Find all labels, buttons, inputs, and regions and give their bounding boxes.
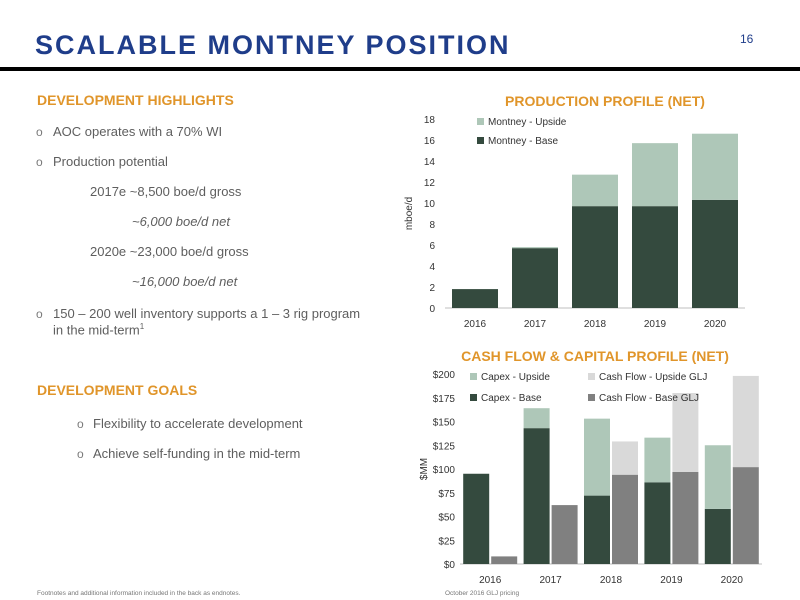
y-tick-label: $150: [433, 418, 456, 429]
bar-cash-flow-base-glj-2019: [672, 471, 699, 564]
bar-montney-upside-2017: [512, 247, 558, 249]
y-tick-label: $200: [433, 370, 456, 381]
legend-swatch-capex-base: [470, 394, 477, 401]
y-axis-label: mboe/d: [404, 197, 415, 230]
pricing-note: October 2016 GLJ pricing: [445, 590, 520, 597]
bar-cash-flow-base-glj-2020: [732, 467, 759, 564]
bar-capex-base-2018: [584, 495, 610, 564]
bar-capex-upside-2019: [644, 437, 671, 483]
page-number: 16: [740, 32, 754, 46]
development-goals-heading: DEVELOPMENT GOALS: [37, 382, 198, 398]
y-tick-label: $50: [438, 513, 455, 524]
x-tick-label: 2018: [584, 319, 607, 330]
y-tick-label: 16: [424, 136, 436, 147]
inventory-text: 150 – 200 well inventory supports a 1 – …: [53, 306, 361, 321]
x-tick-label: 2020: [721, 575, 744, 586]
x-tick-label: 2017: [524, 319, 547, 330]
x-tick-label: 2016: [479, 575, 502, 586]
bar-capex-base-2017: [523, 428, 550, 564]
forecast-2017-net: ~6,000 boe/d net: [132, 214, 230, 229]
production-profile-chart: PRODUCTION PROFILE (NET) 0 2 4 6 8 10 12 14 16 18 m…: [404, 93, 745, 330]
y-tick-label: 10: [424, 199, 436, 210]
y-tick-label: $100: [433, 465, 456, 476]
forecast-2020-gross: 2020e ~23,000 boe/d gross: [90, 244, 249, 259]
x-tick-label: 2016: [464, 319, 487, 330]
bullet-icon: o: [77, 417, 84, 431]
y-tick-label: 14: [424, 157, 436, 168]
bar-capex-base-2019: [644, 482, 671, 564]
x-tick-label: 2017: [539, 575, 562, 586]
chart-title: CASH FLOW & CAPITAL PROFILE (NET): [461, 348, 729, 364]
bar-montney-upside-2018: [572, 174, 618, 207]
bar-capex-upside-2017: [523, 408, 550, 429]
y-tick-label: 12: [424, 178, 436, 189]
x-tick-label: 2020: [704, 319, 727, 330]
chart-title: PRODUCTION PROFILE (NET): [505, 93, 705, 109]
bar-cash-flow-base-glj-2017: [551, 505, 578, 564]
legend-swatch-cash-flow-base-glj: [588, 394, 595, 401]
title-divider: [0, 67, 800, 71]
bar-cash-flow-upside-glj-2020: [732, 375, 759, 468]
y-tick-label: 6: [429, 241, 435, 252]
legend-label-upside: Montney - Upside: [488, 117, 567, 128]
bar-capex-base-2020: [704, 508, 731, 564]
legend-swatch-upside: [477, 118, 484, 125]
footnote-text: Footnotes and additional information inc…: [37, 590, 241, 597]
bar-capex-upside-2018: [584, 418, 610, 496]
bar-montney-base-2020: [692, 199, 738, 308]
legend-label-cash-flow-base-glj: Cash Flow - Base GLJ: [599, 393, 699, 404]
x-tick-label: 2019: [644, 319, 667, 330]
wi-text: AOC operates with a 70% WI: [53, 124, 223, 139]
legend-label-cash-flow-upside-glj: Cash Flow - Upside GLJ: [599, 372, 707, 383]
footnote-marker: 1: [139, 322, 145, 331]
bar-cash-flow-upside-glj-2019: [672, 393, 699, 472]
development-highlights-heading: DEVELOPMENT HIGHLIGHTS: [37, 92, 234, 108]
legend-swatch-capex-upside: [470, 373, 477, 380]
y-tick-label: 4: [429, 262, 435, 273]
bar-montney-base-2018: [572, 206, 618, 308]
bullet-icon: o: [36, 155, 43, 169]
bullet-icon: o: [36, 125, 43, 139]
legend-swatch-cash-flow-upside-glj: [588, 373, 595, 380]
bar-montney-base-2017: [512, 248, 558, 308]
bar-capex-upside-2020: [704, 445, 731, 509]
bar-montney-base-2019: [632, 206, 678, 308]
y-tick-label: 8: [429, 220, 435, 231]
bullet-icon: o: [77, 447, 84, 461]
bullet-icon: o: [36, 307, 43, 321]
goal-item: Achieve self-funding in the mid-term: [93, 446, 301, 461]
x-tick-label: 2019: [660, 575, 683, 586]
inventory-text-line2: in the mid-term: [53, 322, 140, 338]
bar-montney-upside-2019: [632, 143, 678, 207]
y-tick-label: 18: [424, 115, 436, 126]
production-potential-text: Production potential: [53, 154, 168, 169]
bar-cash-flow-base-glj-2016: [491, 556, 518, 564]
bar-capex-base-2016: [463, 473, 490, 564]
legend-label-capex-upside: Capex - Upside: [481, 372, 550, 383]
page-title: SCALABLE MONTNEY POSITION: [35, 30, 511, 60]
y-tick-label: 2: [429, 283, 435, 294]
forecast-2020-net: ~16,000 boe/d net: [132, 274, 238, 289]
legend-swatch-base: [477, 137, 484, 144]
bar-cash-flow-base-glj-2018: [612, 474, 638, 564]
bar-montney-upside-2020: [692, 133, 738, 200]
y-tick-label: $25: [438, 536, 455, 547]
y-tick-label: $125: [433, 441, 456, 452]
y-tick-label: $75: [438, 489, 455, 500]
inventory-text-continued: in the mid-term1: [53, 322, 144, 337]
bar-cash-flow-upside-glj-2018: [612, 441, 638, 475]
legend-label-capex-base: Capex - Base: [481, 393, 542, 404]
legend-label-base: Montney - Base: [488, 136, 558, 147]
forecast-2017-gross: 2017e ~8,500 boe/d gross: [90, 184, 242, 199]
cash-flow-capital-chart: CASH FLOW & CAPITAL PROFILE (NET) $0 $25 $5…: [419, 348, 762, 586]
y-tick-label: 0: [429, 304, 435, 315]
y-tick-label: $175: [433, 394, 456, 405]
bar-montney-base-2016: [452, 289, 498, 308]
goal-item: Flexibility to accelerate development: [93, 416, 303, 431]
y-axis-label: $MM: [419, 458, 430, 480]
x-tick-label: 2018: [600, 575, 623, 586]
y-tick-label: $0: [444, 560, 456, 571]
